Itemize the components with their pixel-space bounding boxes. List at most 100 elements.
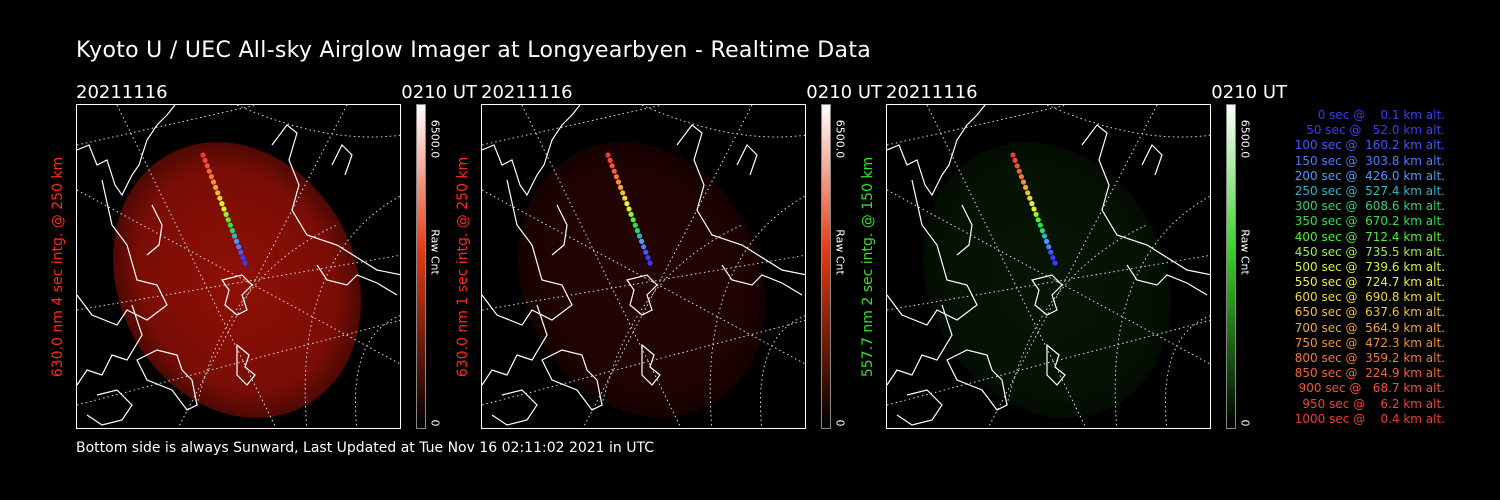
colorbar-min-label: 0: [428, 419, 442, 427]
trajectory-legend-row: 200 sec @ 426.0 km alt.: [1294, 168, 1445, 183]
trajectory-point: [634, 228, 640, 234]
trajectory-legend-row: 550 sec @ 724.7 km alt.: [1294, 275, 1445, 290]
trajectory-legend-row: 1000 sec @ 0.4 km alt.: [1294, 411, 1445, 426]
trajectory-point: [1033, 211, 1039, 217]
trajectory-point: [1023, 184, 1029, 190]
colorbar-max-label: 6500.0: [428, 119, 442, 159]
trajectory-point: [202, 157, 208, 163]
allsky-image: [76, 104, 401, 429]
trajectory-point: [204, 163, 210, 169]
trajectory-point: [231, 233, 238, 239]
colorbar: [416, 104, 426, 429]
trajectory-point: [630, 217, 636, 223]
trajectory-legend-row: 500 sec @ 739.6 km alt.: [1294, 259, 1445, 274]
trajectory-point: [221, 206, 227, 212]
trajectory-point: [1046, 244, 1052, 250]
trajectory-point: [1037, 222, 1043, 228]
colorbar-min: 0: [833, 417, 847, 429]
trajectory-point: [219, 201, 225, 207]
panel-side-label: 630.0 nm 1 sec intg. @ 250 km: [449, 104, 477, 430]
trajectory-point: [632, 222, 638, 228]
trajectory-legend-row: 450 sec @ 735.5 km alt.: [1294, 244, 1445, 259]
trajectory-point: [210, 179, 217, 185]
panel-side-label-text: 557.7 nm 2 sec intg. @ 150 km: [860, 156, 876, 378]
trajectory-point: [1048, 249, 1054, 255]
sky-disk: [923, 142, 1171, 418]
trajectory-point: [242, 260, 248, 266]
trajectory-point: [618, 184, 624, 190]
trajectory-point: [1035, 217, 1041, 223]
colorbar-min: 0: [1238, 417, 1252, 429]
trajectory-legend-row: 100 sec @ 160.2 km alt.: [1294, 138, 1445, 153]
allsky-image-svg: [482, 105, 805, 428]
colorbar-max: 6500.0: [833, 104, 847, 174]
colorbar-unit-label: Raw Cnt: [833, 229, 847, 275]
trajectory-point: [217, 195, 223, 201]
trajectory-legend: 0 sec @ 0.1 km alt. 50 sec @ 52.0 km alt.…: [1255, 108, 1445, 427]
trajectory-point: [213, 184, 219, 190]
trajectory-point: [1018, 174, 1024, 180]
trajectory-legend-row: 850 sec @ 224.9 km alt.: [1294, 366, 1445, 381]
trajectory-point: [236, 244, 242, 250]
trajectory-point: [229, 228, 235, 234]
colorbar-max-label: 6500.0: [833, 119, 847, 159]
trajectory-point: [200, 152, 206, 158]
trajectory-legend-row: 350 sec @ 670.2 km alt.: [1294, 214, 1445, 229]
colorbar: [1226, 104, 1236, 429]
trajectory-point: [1010, 152, 1016, 158]
allsky-image-svg: [77, 105, 400, 428]
trajectory-point: [611, 168, 617, 174]
trajectory-point: [223, 211, 229, 217]
trajectory-point: [645, 255, 651, 261]
colorbar: [821, 104, 831, 429]
panel-side-label: 630.0 nm 4 sec intg. @ 250 km: [44, 104, 72, 430]
coastline: [887, 105, 1210, 426]
trajectory-point: [626, 206, 632, 212]
trajectory-legend-row: 950 sec @ 6.2 km alt.: [1302, 396, 1445, 411]
panel-date: 20211116: [76, 82, 168, 103]
sky-disk: [113, 142, 361, 418]
trajectory-point: [628, 211, 634, 217]
trajectory-point: [1041, 233, 1048, 239]
colorbar-unit: Raw Cnt: [428, 222, 442, 282]
trajectory-point: [1027, 195, 1033, 201]
trajectory-point: [234, 238, 240, 244]
lat-lon-grid: [482, 105, 805, 428]
trajectory-legend-row: 300 sec @ 608.6 km alt.: [1294, 199, 1445, 214]
trajectory-legend-row: 750 sec @ 472.3 km alt.: [1294, 335, 1445, 350]
trajectory-point: [613, 174, 619, 180]
coastline: [77, 105, 400, 426]
panel-side-label: 557.7 nm 2 sec intg. @ 150 km: [854, 104, 882, 430]
trajectory-point: [615, 179, 622, 185]
trajectory-legend-row: 800 sec @ 359.2 km alt.: [1294, 351, 1445, 365]
trajectory-point: [240, 255, 246, 261]
trajectory-legend-row: 400 sec @ 712.4 km alt.: [1294, 229, 1445, 244]
trajectory-legend-row: 650 sec @ 637.6 km alt.: [1294, 305, 1445, 320]
trajectory-point: [1016, 168, 1022, 174]
colorbar-max: 6500.0: [1238, 104, 1252, 174]
trajectory-point: [622, 195, 628, 201]
trajectory-point: [1039, 228, 1045, 234]
allsky-image: [481, 104, 806, 429]
trajectory-legend-row: 150 sec @ 303.8 km alt.: [1294, 153, 1445, 168]
trajectory-point: [605, 152, 611, 158]
colorbar-unit: Raw Cnt: [1238, 222, 1252, 282]
trajectory-point: [624, 201, 630, 207]
panel-date: 20211116: [481, 82, 573, 103]
panel-side-label-text: 630.0 nm 4 sec intg. @ 250 km: [50, 156, 66, 378]
trajectory-point: [607, 157, 613, 163]
page-title: Kyoto U / UEC All-sky Airglow Imager at …: [76, 38, 872, 63]
trajectory-point: [641, 244, 647, 250]
lat-lon-grid: [887, 105, 1210, 428]
trajectory-point: [1020, 179, 1027, 185]
trajectory-point: [1052, 260, 1058, 266]
rocket-trajectory: [605, 152, 653, 266]
colorbar-unit: Raw Cnt: [833, 222, 847, 282]
trajectory-point: [609, 163, 615, 169]
imager-panel-2: 20211116 0210 UT 630.0 nm 1 sec intg. @ …: [455, 82, 886, 432]
trajectory-point: [1029, 201, 1035, 207]
colorbar-max-label: 6500.0: [1238, 119, 1252, 159]
trajectory-point: [643, 249, 649, 255]
trajectory-point: [1050, 255, 1056, 261]
rocket-trajectory: [1010, 152, 1058, 266]
